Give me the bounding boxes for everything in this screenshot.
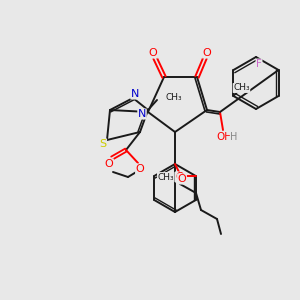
Text: N: N <box>138 109 146 119</box>
Text: N: N <box>131 89 139 99</box>
Text: F: F <box>256 59 262 69</box>
Text: O: O <box>178 174 186 184</box>
Text: H: H <box>230 132 238 142</box>
Text: O: O <box>105 159 113 169</box>
Text: S: S <box>99 139 106 149</box>
Text: CH₃: CH₃ <box>233 83 250 92</box>
Text: CH₃: CH₃ <box>158 172 174 182</box>
Text: O: O <box>136 164 144 174</box>
Text: O: O <box>202 48 211 58</box>
Text: CH₃: CH₃ <box>165 94 181 103</box>
Text: O: O <box>176 172 184 182</box>
Text: O: O <box>148 48 158 58</box>
Text: OH: OH <box>216 132 232 142</box>
